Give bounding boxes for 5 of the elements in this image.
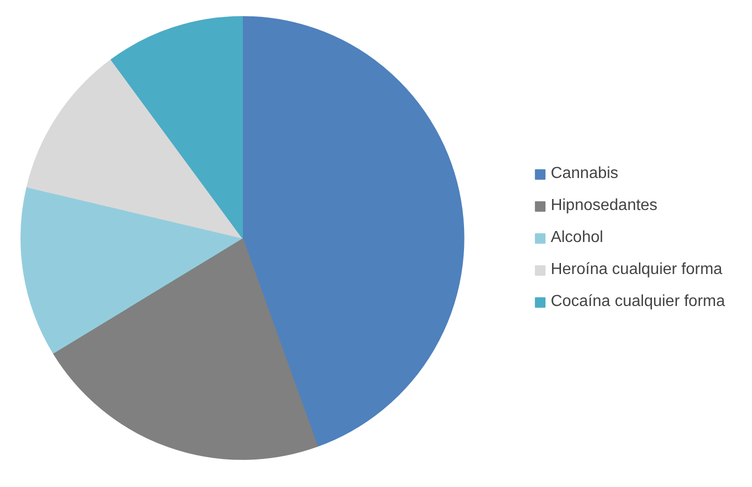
legend-label: Cocaína cualquier forma (550, 292, 725, 310)
legend-label: Heroína cualquier forma (550, 260, 722, 278)
legend-label: Alcohol (550, 228, 604, 246)
legend-label: Cannabis (550, 164, 618, 182)
legend-label: Hipnosedantes (550, 196, 658, 214)
